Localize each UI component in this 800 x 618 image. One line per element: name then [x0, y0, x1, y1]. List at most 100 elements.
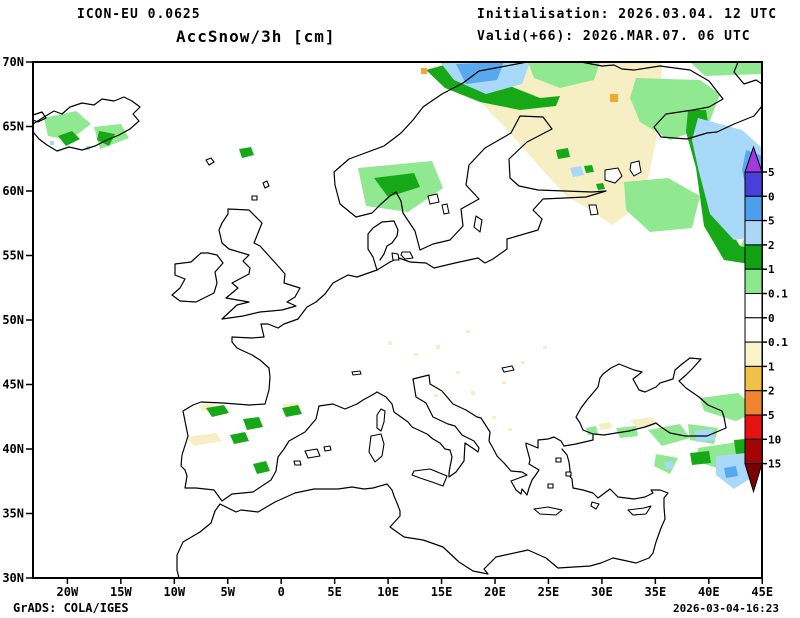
orkney-islands: [251, 195, 258, 201]
snow-area: [239, 147, 254, 158]
lat-label: 45N: [2, 378, 24, 392]
initialisation-label: Initialisation: 2026.03.04. 12 UTC: [477, 7, 778, 22]
colorbar-tick-label: 2: [768, 385, 775, 398]
snow-area: [690, 62, 762, 76]
lake-peipus: [588, 204, 599, 216]
sardinia: [368, 433, 385, 463]
lon-label: 20W: [57, 585, 79, 599]
snow-area: [230, 432, 249, 444]
coastline-baltic: [355, 115, 607, 271]
snow-area: [282, 405, 302, 417]
lat-label: 65N: [2, 120, 24, 134]
snow-area: [206, 405, 229, 417]
lat-label: 40N: [2, 442, 24, 456]
fyn-island: [391, 252, 400, 261]
colorbar-tick-label: 1: [768, 360, 775, 373]
corsica: [376, 408, 386, 432]
lon-label: 0: [278, 585, 285, 599]
shetland-islands: [262, 180, 270, 189]
lon-label: 40E: [698, 585, 720, 599]
crete: [533, 506, 563, 516]
lat-label: 70N: [2, 55, 24, 69]
colorbar-tick-label: 5: [768, 215, 775, 228]
field-title: AccSnow/3h [cm]: [176, 27, 336, 46]
coastline-italy-adriatic-greece-blacksea: [376, 357, 727, 496]
colorbar-segment: [744, 414, 763, 440]
lake-balaton: [501, 365, 515, 373]
mallorca: [304, 448, 321, 459]
snow-area: [253, 461, 270, 474]
coastline-iceland: [32, 96, 141, 152]
snow-area: [584, 165, 594, 173]
snow-area: [456, 62, 504, 84]
menorca: [323, 445, 332, 452]
aegean-island: [555, 457, 562, 463]
colorbar-tick-label: 1: [768, 263, 775, 276]
snow-area: [570, 166, 584, 177]
snow-area: [44, 111, 91, 140]
snow-area: [374, 173, 420, 197]
coastline-kanin: [733, 61, 763, 85]
lon-label: 35E: [645, 585, 667, 599]
colorbar-segment: [744, 244, 763, 270]
lon-label: 10E: [377, 585, 399, 599]
colorbar-tick-label: 0.1: [768, 336, 788, 349]
lake-vattern: [441, 203, 450, 215]
creation-timestamp: 2026-03-04-16:23: [673, 602, 779, 615]
colorbar-segment: [744, 195, 763, 222]
lat-axis: 70N 65N 60N 55N 50N 45N 40N 35N 30N: [2, 55, 33, 585]
snow-area-dots: [388, 330, 547, 431]
coastline-great-britain: [218, 208, 301, 320]
snow-area: [596, 183, 605, 190]
colorbar-tick-label: 10: [768, 433, 781, 446]
aegean-island: [565, 471, 572, 477]
faroe-islands: [205, 157, 215, 166]
lon-label: 20E: [484, 585, 506, 599]
colorbar-segment: [744, 220, 763, 246]
snow-area: [624, 178, 700, 232]
coastlines: [32, 61, 763, 579]
snow-area: [648, 424, 690, 446]
lon-label: 5E: [327, 585, 341, 599]
coastline-iceland-fjords: [32, 111, 47, 123]
colorbar-tick-label: 0.1: [768, 288, 788, 301]
snow-area: [556, 148, 570, 159]
cyprus: [627, 505, 652, 516]
snow-area: [690, 451, 711, 465]
colorbar-segment: [744, 268, 763, 295]
lat-label: 60N: [2, 184, 24, 198]
snow-area: [58, 131, 80, 146]
coastline-turkey-levant-africa: [176, 448, 669, 579]
colorbar-tick-label: 5: [768, 166, 775, 179]
snow-area: [700, 393, 758, 421]
snow-area: [616, 426, 638, 438]
snow-area: [421, 68, 427, 74]
colorbar-tick-label: 5: [768, 409, 775, 422]
sicily: [411, 468, 448, 487]
lake-geneva: [351, 370, 362, 376]
lat-label: 55N: [2, 249, 24, 263]
colorbar: 5 0 5 2 1 0.1 0 0.1 1 2 5 10 15: [744, 145, 788, 494]
valid-time-label: Valid(+66): 2026.MAR.07. 06 UTC: [477, 29, 751, 44]
colorbar-segment: [744, 293, 763, 319]
lat-label: 50N: [2, 313, 24, 327]
lake-onega: [629, 160, 642, 177]
lon-label: 15W: [110, 585, 132, 599]
snow-shaded-areas: [44, 62, 762, 489]
colorbar-segment: [744, 171, 763, 197]
snow-area: [243, 417, 263, 430]
lake-ladoga: [604, 167, 623, 184]
snow-area: [630, 417, 658, 429]
colorbar-segment: [744, 317, 763, 343]
lon-label: 15E: [431, 585, 453, 599]
coastline-west-europe-iberia: [180, 269, 378, 502]
zealand-island: [400, 251, 414, 260]
colorbar-segment: [744, 390, 763, 416]
lat-label: 30N: [2, 571, 24, 585]
lake-vanern: [427, 193, 440, 205]
coastline-ireland: [171, 252, 224, 303]
snow-area: [664, 461, 674, 469]
colorbar-tick-label: 0: [768, 190, 775, 203]
